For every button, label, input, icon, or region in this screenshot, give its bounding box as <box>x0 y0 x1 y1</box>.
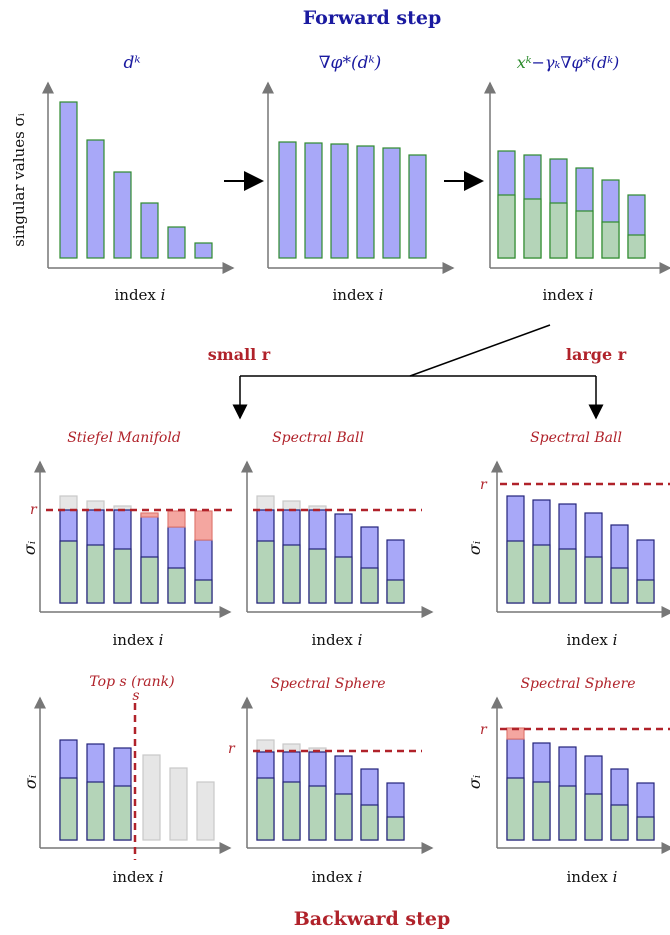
fwd3-bar-green <box>575 210 594 259</box>
fwd1-bar <box>140 202 159 259</box>
sphere-large-r-mark: r <box>480 722 488 738</box>
panel-title-spectral-ball-large: Spectral Ball <box>530 430 622 446</box>
ball-large-r-mark: r <box>480 477 488 493</box>
step-label-grad: −γₖ∇φ*(dᵏ) <box>532 53 620 72</box>
forward-step-title: Forward step <box>303 7 442 29</box>
backward-step-title: Backward step <box>294 908 451 930</box>
stiefel-xlabel: index i <box>113 631 164 649</box>
sphere-small-xlabel: index i <box>312 868 363 886</box>
sphere-large-bar-green <box>610 804 629 841</box>
ball-large-sigma-label: σᵢ <box>465 541 484 555</box>
ball-small-bar-green <box>308 548 327 604</box>
fwd1-bar <box>59 101 78 259</box>
panel-label-grad: ∇φ*(dᵏ) <box>319 53 382 73</box>
ball-large-xlabel: index i <box>567 631 618 649</box>
sphere-large-sigma-label: σᵢ <box>465 775 484 789</box>
stiefel-bar-green <box>194 579 213 604</box>
stiefel-bar-red <box>167 510 186 528</box>
fwd2-bar <box>304 142 323 259</box>
ball-small-bar-green <box>256 540 275 604</box>
ball-small-bar-extra <box>256 495 275 511</box>
fwd3-bar-green <box>497 194 516 259</box>
fwd3-bar-green <box>627 234 646 259</box>
branch-diagonal <box>409 324 551 377</box>
ball-small-bar-green <box>386 579 405 604</box>
ball-large-bar-green <box>610 567 629 604</box>
stiefel-bar-green <box>167 567 186 604</box>
stiefel-bar-green <box>86 544 105 604</box>
sphere-large-bar-green <box>558 785 577 841</box>
sphere-large-bar-green <box>532 781 551 841</box>
fwd1-bar <box>167 226 186 259</box>
fwd2-bar <box>408 154 427 259</box>
stiefel-bar-extra <box>59 495 78 511</box>
stiefel-bar-green <box>140 556 159 604</box>
ball-large-bar-green <box>532 544 551 604</box>
fwd3-bar-green <box>549 202 568 259</box>
topk-xlabel: index i <box>113 868 164 886</box>
stiefel-bar-green <box>59 540 78 604</box>
ball-small-xlabel: index i <box>312 631 363 649</box>
sphere-large-xlabel: index i <box>567 868 618 886</box>
panel-title-stiefel: Stiefel Manifold <box>67 430 181 446</box>
sphere-small-bar-green <box>360 804 379 841</box>
fwd2-xlabel: index i <box>333 286 384 304</box>
branch-label-small: small r <box>208 345 271 364</box>
topk-sigma-label: σᵢ <box>21 775 40 789</box>
fwd3-xlabel: index i <box>543 286 594 304</box>
panels-group: index i index i index i r σᵢ index i index i r σ… <box>20 81 670 886</box>
stiefel-bar-extra <box>86 500 105 511</box>
ball-small-bar-green <box>360 567 379 604</box>
panel-title-sphere-small: Spectral Sphere <box>270 676 385 692</box>
panel-title-spectral-ball-small: Spectral Ball <box>272 430 364 446</box>
ball-small-bar-green <box>334 556 353 604</box>
sphere-large-bar-green <box>584 793 603 841</box>
topk-bar-gray <box>142 754 161 841</box>
sphere-small-r-mark: r <box>228 741 236 757</box>
ball-small-bar-extra <box>282 500 301 511</box>
sphere-small-bar-green <box>334 793 353 841</box>
fwd2-bar <box>382 147 401 259</box>
panel-label-step: xᵏ−γₖ∇φ*(dᵏ) <box>517 53 620 72</box>
step-label-x: xᵏ <box>517 53 532 72</box>
ball-large-bar-green <box>636 579 655 604</box>
stiefel-r-mark: r <box>30 502 38 518</box>
panel-label-dk: dᵏ <box>123 53 140 73</box>
topk-bar-green <box>59 777 78 841</box>
fwd1-bar <box>194 242 213 259</box>
sphere-large-bar-green <box>506 777 525 841</box>
fwd2-bar <box>330 143 349 259</box>
fwd2-bar <box>278 141 297 259</box>
panel-title-topk: Top s (rank) <box>89 674 174 690</box>
stiefel-bar-red <box>194 510 213 541</box>
panel-title-sphere-large: Spectral Sphere <box>520 676 635 692</box>
branch-label-large: large r <box>566 345 627 364</box>
ball-small-bar-green <box>282 544 301 604</box>
topk-bar-green <box>113 785 132 841</box>
sphere-small-bar-green <box>308 785 327 841</box>
fwd3-bar-green <box>601 221 620 259</box>
topk-bar-green <box>86 781 105 841</box>
ball-large-bar-green <box>506 540 525 604</box>
topk-s-mark: s <box>132 688 139 704</box>
ylabel-singular-values: singular values σᵢ <box>10 113 28 247</box>
stiefel-sigma-label: σᵢ <box>20 541 39 555</box>
topk-bar-gray <box>169 767 188 841</box>
topk-bar-gray <box>196 781 215 841</box>
stiefel-bar-red <box>140 512 159 518</box>
sphere-large-bar-green <box>636 816 655 841</box>
sphere-small-bar-green <box>256 777 275 841</box>
ball-large-bar-green <box>584 556 603 604</box>
fwd1-bar <box>86 139 105 259</box>
sphere-small-bar-green <box>282 781 301 841</box>
ball-large-bar-green <box>558 548 577 604</box>
fwd1-xlabel: index i <box>115 286 166 304</box>
sphere-small-bar-green <box>386 816 405 841</box>
fwd2-bar <box>356 145 375 259</box>
stiefel-bar-green <box>113 548 132 604</box>
fwd1-bar <box>113 171 132 259</box>
fwd3-bar-green <box>523 198 542 259</box>
